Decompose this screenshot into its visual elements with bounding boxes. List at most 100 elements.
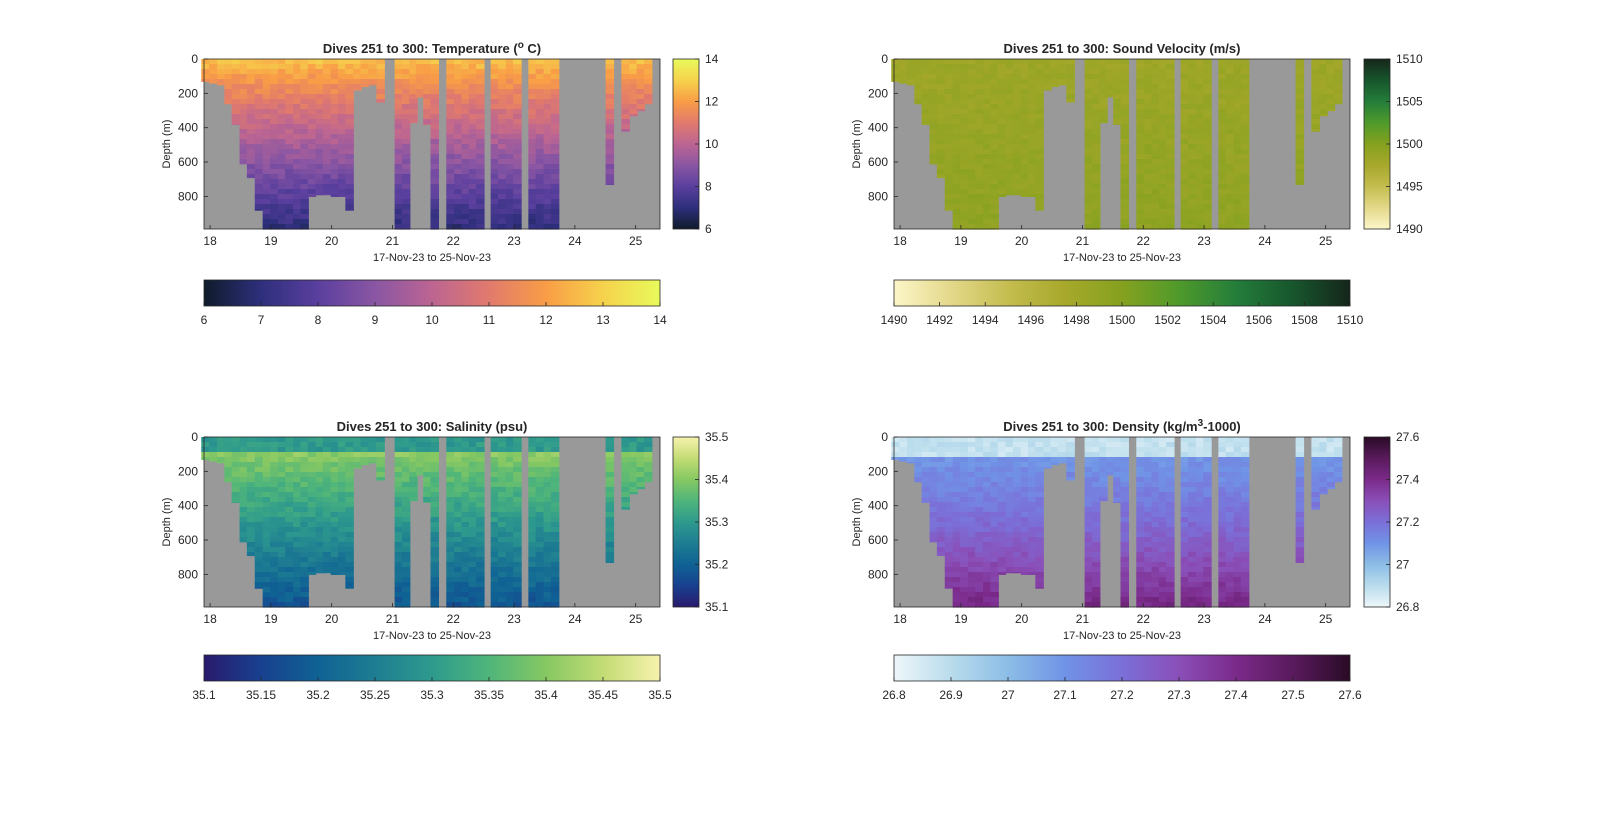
heat-cell [930,154,939,160]
heat-cell [644,64,653,70]
heat-cell [513,577,522,583]
heat-cell [506,562,515,568]
heat-cell [285,104,294,110]
heat-cell [402,214,411,220]
heat-cell [498,209,507,215]
heat-cell [461,109,470,115]
heat-cell [1006,482,1015,488]
heat-cell [285,129,294,135]
heat-cell [1106,89,1115,95]
heat-cell [1159,447,1168,453]
heat-cell [544,567,553,573]
heat-cell [1234,557,1243,563]
heat-cell [323,487,332,493]
y-tick-label: 0 [191,430,198,444]
heat-cell [316,189,325,195]
heat-cell [1066,442,1075,448]
heat-cell [1311,69,1320,75]
heat-cell [506,124,515,130]
heat-cell [1099,482,1108,488]
heat-cell [476,492,485,498]
heat-cell [953,537,962,543]
heat-cell [1181,527,1190,533]
bottom-colorbar-tick-label: 35.4 [534,688,558,702]
heat-cell [953,527,962,533]
heat-cell [506,587,515,593]
heat-cell [1234,139,1243,145]
heat-cell [278,89,287,95]
heat-cell [990,164,999,170]
heat-cell [953,209,962,215]
heat-cell [968,547,977,553]
heat-cell [255,114,264,120]
heat-cell [1188,64,1197,70]
heat-cell [937,154,946,160]
heat-cell [409,497,418,501]
heat-cell [606,497,615,503]
heat-cell [1092,89,1101,95]
heat-cell [1144,109,1153,115]
heat-cell [1226,84,1235,90]
heat-cell [1181,497,1190,503]
heat-cell [1144,184,1153,190]
heat-cell [1092,512,1101,518]
heat-cell [293,64,302,70]
heat-cell [937,537,946,543]
y-tick-label: 800 [868,189,888,203]
heat-cell [1021,74,1030,80]
heat-cell [285,567,294,573]
heat-cell [423,492,432,498]
heat-cell [953,507,962,513]
heat-cell [1181,567,1190,573]
heat-cell [1166,437,1175,443]
heat-cell [454,457,463,463]
heat-cell [506,99,515,105]
heat-cell [308,79,317,85]
heat-cell [968,194,977,200]
heat-cell [255,64,264,70]
heat-cell [1159,109,1168,115]
heat-cell [606,502,615,508]
heat-cell [345,179,354,185]
heat-cell [1144,199,1153,205]
heat-cell [1319,109,1328,115]
x-tick-label: 19 [264,612,278,626]
heat-cell [983,537,992,543]
heat-cell [998,567,1007,573]
heat-cell [402,467,411,473]
heat-cell [316,482,325,488]
heat-cell [232,84,241,90]
heat-cell [476,552,485,558]
heat-cell [247,477,256,483]
heat-cell [1013,194,1022,195]
heat-cell [513,527,522,533]
heat-cell [1028,134,1037,140]
heat-cell [293,134,302,140]
heat-cell [1035,532,1044,538]
heat-cell [930,442,939,448]
heat-cell [930,124,939,130]
heat-cell [263,572,272,578]
heat-cell [1151,577,1160,583]
heat-cell [316,447,325,453]
heat-cell [606,477,615,483]
heat-cell [240,492,249,498]
heat-cell [446,74,455,80]
heat-cell [1241,462,1250,468]
heat-cell [402,179,411,185]
heat-cell [998,79,1007,85]
heat-cell [506,477,515,483]
heat-cell [446,522,455,528]
heat-cell [491,69,500,75]
heat-cell [1296,457,1305,463]
heat-cell [536,552,545,558]
heat-cell [1196,154,1205,160]
heat-cell [1159,159,1168,165]
heat-cell [454,517,463,523]
heat-cell [1099,119,1108,123]
heat-cell [629,99,638,105]
heat-cell [544,517,553,523]
heat-cell [1218,124,1227,130]
heat-cell [513,79,522,85]
heat-cell [544,592,553,598]
